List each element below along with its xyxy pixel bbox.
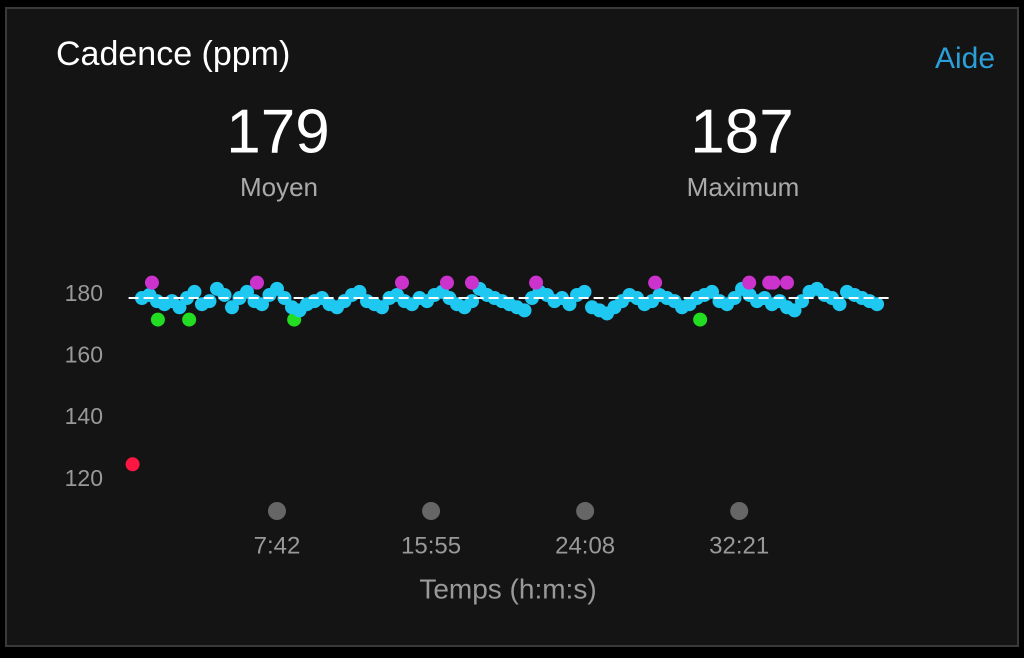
x-tick-dot bbox=[730, 502, 749, 520]
y-tick-label: 180 bbox=[65, 280, 103, 306]
data-point bbox=[766, 275, 781, 290]
y-tick-label: 140 bbox=[65, 403, 103, 429]
card-title: Cadence (ppm) bbox=[56, 35, 290, 73]
x-tick-dot bbox=[267, 502, 286, 520]
data-point bbox=[217, 287, 232, 302]
help-link[interactable]: Aide bbox=[935, 42, 995, 75]
x-tick-label: 7:42 bbox=[254, 532, 301, 559]
data-point bbox=[125, 457, 140, 472]
x-tick-dot bbox=[422, 502, 441, 520]
data-point bbox=[464, 275, 479, 290]
data-point bbox=[577, 284, 592, 299]
stat-value: 187 bbox=[690, 97, 793, 166]
data-point bbox=[464, 294, 479, 309]
data-point bbox=[150, 312, 165, 327]
card bbox=[5, 7, 1019, 647]
stat-label: Maximum bbox=[687, 172, 800, 202]
data-point bbox=[249, 275, 264, 290]
data-point bbox=[693, 312, 708, 327]
y-tick-label: 120 bbox=[65, 465, 103, 491]
x-tick-label: 15:55 bbox=[401, 532, 461, 559]
x-tick-dot bbox=[576, 502, 595, 520]
data-point bbox=[202, 294, 217, 309]
data-point bbox=[394, 275, 409, 290]
data-point bbox=[529, 275, 544, 290]
data-point bbox=[517, 303, 532, 318]
x-tick-label: 32:21 bbox=[709, 532, 769, 559]
data-point bbox=[742, 275, 757, 290]
data-point bbox=[182, 312, 197, 327]
x-tick-label: 24:08 bbox=[555, 532, 615, 559]
stat-value: 179 bbox=[226, 97, 329, 166]
x-axis-title: Temps (h:m:s) bbox=[419, 573, 596, 604]
data-point bbox=[439, 275, 454, 290]
data-point bbox=[780, 275, 795, 290]
data-point bbox=[870, 297, 885, 312]
data-point bbox=[648, 275, 663, 290]
data-point bbox=[144, 275, 159, 290]
data-point bbox=[187, 284, 202, 299]
stat-label: Moyen bbox=[240, 172, 318, 202]
y-tick-label: 160 bbox=[65, 342, 103, 368]
data-point bbox=[832, 297, 847, 312]
